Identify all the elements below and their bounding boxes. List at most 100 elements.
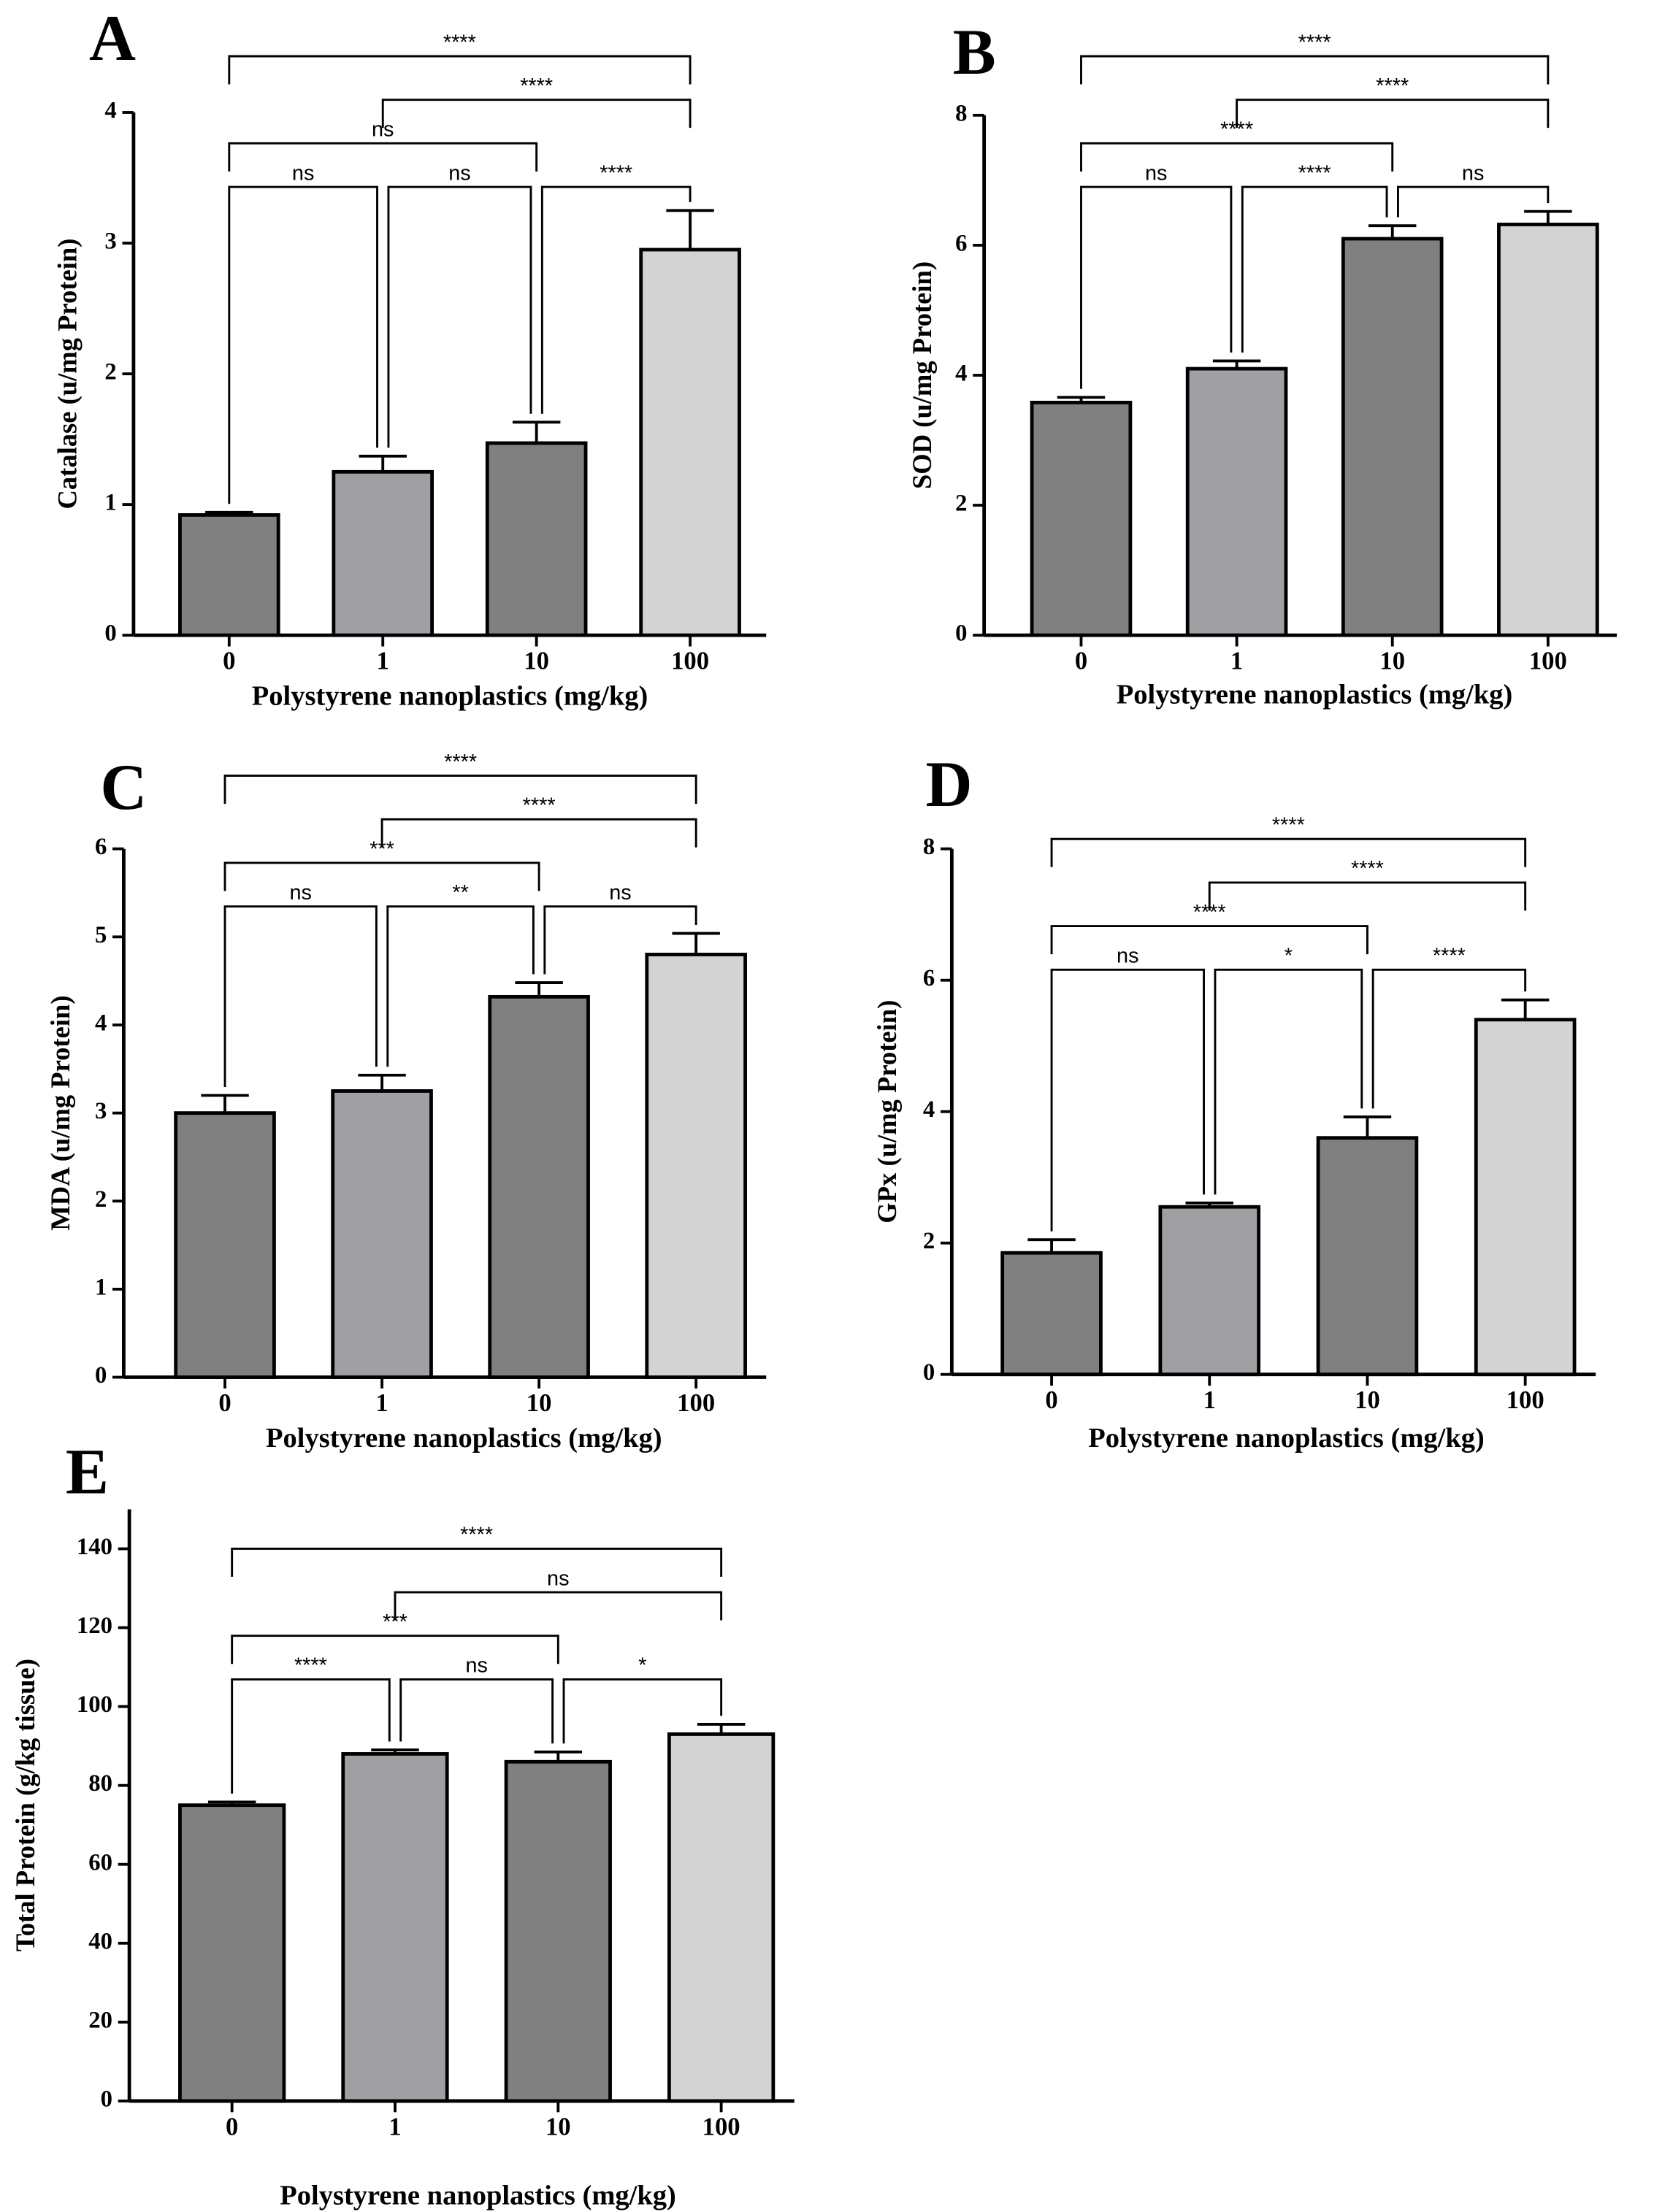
y-tick-label: 4 — [104, 98, 116, 124]
y-tick-label: 100 — [77, 1691, 112, 1718]
significance-bracket — [228, 142, 538, 172]
significance-bracket — [1208, 881, 1527, 911]
significance-bracket — [223, 861, 540, 891]
x-axis-label: Polystyrene nanoplastics (mg/kg) — [280, 2181, 676, 2211]
significance-label: **** — [523, 794, 556, 818]
bar — [332, 469, 434, 637]
x-tick-label: 0 — [1045, 1386, 1057, 1414]
significance-label: **** — [600, 161, 632, 185]
significance-bracket — [1396, 185, 1550, 218]
significance-bracket — [231, 1678, 391, 1794]
significance-bracket — [394, 1591, 723, 1621]
y-tick-label: 60 — [88, 1849, 112, 1875]
y-tick-label: 6 — [955, 230, 967, 256]
y-tick-label: 1 — [95, 1274, 107, 1300]
significance-label: **** — [1351, 857, 1384, 880]
panel-label: E — [66, 1436, 109, 1508]
significance-bracket — [231, 1547, 723, 1577]
significance-label: ** — [452, 881, 468, 905]
significance-bracket — [386, 905, 535, 1067]
x-tick-label: 100 — [671, 648, 709, 675]
x-tick-label: 10 — [1355, 1386, 1380, 1414]
significance-bracket — [1236, 99, 1550, 128]
bar — [645, 953, 747, 1379]
y-axis-label: Catalase (u/mg Protein) — [53, 239, 83, 510]
significance-label: ns — [465, 1654, 487, 1678]
panel: D 0 2 4 6 8 GPx (u/mg Protein) Polystyrene nano… — [872, 749, 1596, 1453]
significance-bracket — [1080, 142, 1394, 172]
significance-bracket — [1050, 925, 1368, 955]
x-tick-label: 10 — [527, 1389, 552, 1417]
bar — [1316, 1136, 1419, 1377]
y-tick-label: 40 — [88, 1928, 112, 1954]
bar — [1030, 400, 1133, 637]
bar — [485, 441, 588, 637]
significance-bracket — [223, 905, 378, 1087]
bar — [178, 1803, 286, 2103]
y-tick-label: 8 — [955, 100, 967, 126]
y-tick-label: 4 — [955, 361, 967, 387]
significance-bracket — [543, 905, 697, 975]
x-tick-label: 100 — [677, 1389, 715, 1417]
significance-bracket — [1371, 968, 1527, 1109]
significance-bracket — [399, 1678, 554, 1744]
x-tick-label: 10 — [1379, 648, 1405, 675]
bar — [1474, 1018, 1577, 1377]
bar — [1000, 1251, 1103, 1377]
significance-label: ns — [1117, 945, 1138, 968]
significance-bracket — [223, 775, 697, 804]
y-tick-label: 0 — [955, 621, 967, 647]
y-tick-label: 6 — [923, 965, 935, 991]
y-tick-label: 80 — [88, 1770, 112, 1797]
x-tick-label: 100 — [702, 2113, 740, 2140]
y-tick-label: 0 — [101, 2086, 112, 2112]
x-tick-label: 1 — [1203, 1386, 1216, 1414]
significance-label: ns — [289, 881, 311, 905]
x-tick-label: 10 — [524, 648, 549, 675]
y-tick-label: 120 — [77, 1613, 112, 1639]
bar — [1497, 223, 1599, 637]
x-tick-label: 0 — [226, 2113, 238, 2140]
significance-bracket — [562, 1678, 723, 1744]
bar — [1341, 237, 1444, 637]
bar — [667, 1732, 776, 2103]
bar — [488, 994, 590, 1379]
x-tick-label: 10 — [545, 2113, 571, 2140]
y-tick-label: 0 — [95, 1362, 107, 1389]
x-tick-label: 0 — [1075, 648, 1087, 675]
panel-label: A — [89, 3, 136, 74]
panel: C 0 1 2 3 4 5 6 MDA (u/mg Protein) Polystyrene na… — [45, 750, 767, 1453]
x-tick-label: 1 — [1230, 648, 1243, 675]
significance-label: **** — [443, 31, 476, 54]
bar — [174, 1111, 276, 1379]
y-tick-label: 2 — [104, 359, 116, 385]
significance-label: **** — [520, 74, 553, 98]
y-axis-label: Total Protein (g/kg tissue) — [10, 1659, 40, 1951]
y-tick-label: 1 — [104, 490, 116, 516]
x-axis-label: Polystyrene nanoplastics (mg/kg) — [1088, 1423, 1485, 1453]
panel: A 0 1 2 3 4 Catalase (u/mg Protein) Polystyrene… — [53, 3, 767, 712]
significance-label: ns — [1145, 161, 1167, 185]
significance-label: **** — [444, 750, 477, 774]
y-tick-label: 140 — [77, 1534, 112, 1560]
x-axis-label: Polystyrene nanoplastics (mg/kg) — [1117, 680, 1513, 710]
significance-label: **** — [460, 1524, 493, 1547]
panel-label: D — [926, 749, 973, 821]
x-axis-label: Polystyrene nanoplastics (mg/kg) — [252, 681, 648, 712]
significance-bracket — [1241, 185, 1388, 353]
significance-bracket — [1050, 837, 1527, 867]
x-tick-label: 0 — [218, 1389, 231, 1417]
y-tick-label: 4 — [95, 1010, 107, 1037]
significance-label: **** — [1376, 74, 1409, 98]
significance-label: ns — [448, 161, 470, 185]
x-tick-label: 0 — [223, 648, 235, 675]
significance-label: ns — [609, 881, 631, 905]
y-axis-label: SOD (u/mg Protein) — [907, 261, 937, 489]
significance-label: **** — [294, 1654, 327, 1678]
y-tick-label: 8 — [923, 834, 935, 860]
significance-bracket — [387, 185, 532, 448]
y-axis-label: GPx (u/mg Protein) — [872, 1000, 902, 1224]
